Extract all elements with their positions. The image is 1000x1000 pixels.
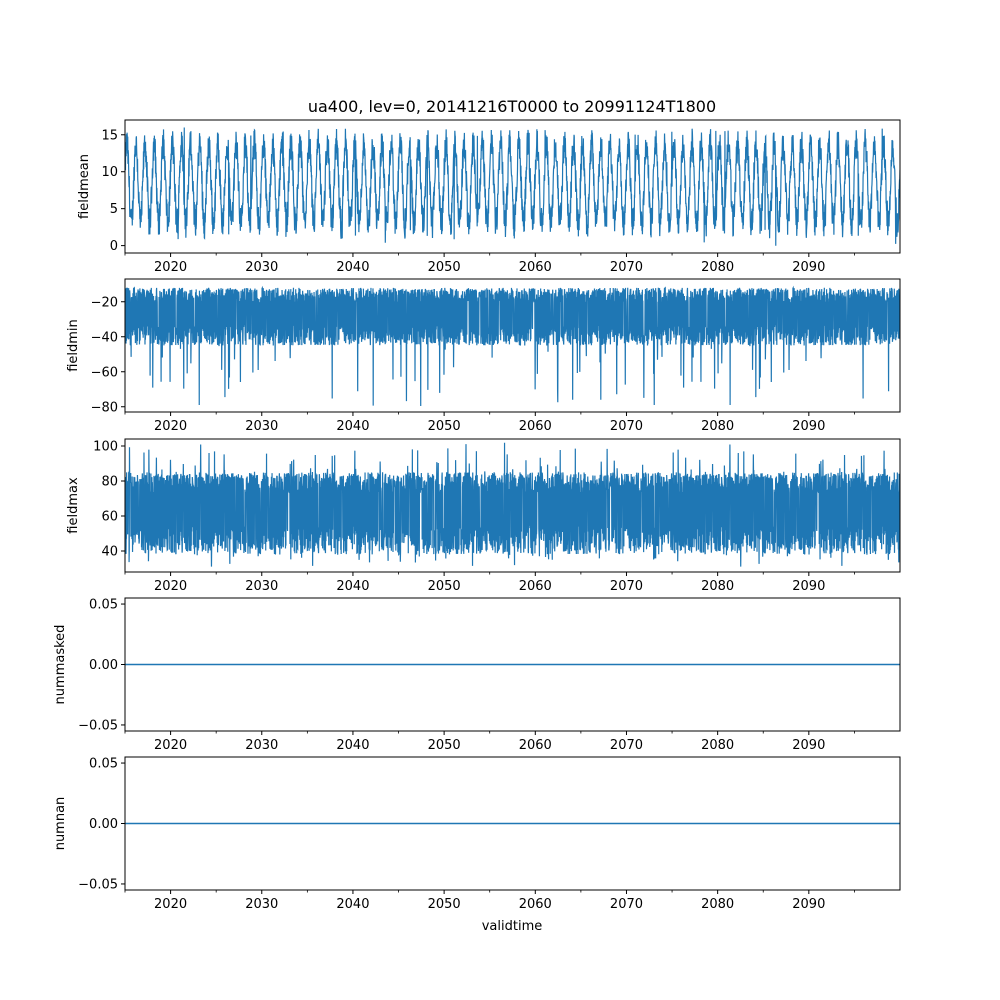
fieldmax-ytick-label: 40 [101, 545, 118, 560]
fieldmax-xtick-label: 2080 [701, 579, 734, 594]
fieldmax-xtick-label: 2070 [610, 579, 643, 594]
nummasked-xtick-label: 2050 [428, 738, 461, 753]
fieldmean-xtick-label: 2040 [336, 260, 369, 275]
fieldmean-xtick-label: 2090 [792, 260, 825, 275]
panel-fieldmin: −80 −60 −40 −20 2020 2030 2040 2050 2060 2070 2080… [66, 278, 901, 434]
panels: 0 5 10 15 2020 2030 2040 2050 2060 2070 2080 2090 fi… [53, 119, 901, 912]
fieldmin-series-line [125, 285, 900, 407]
fieldmax-series-line [125, 442, 900, 567]
fieldmean-xtick-label: 2020 [154, 260, 187, 275]
fieldmin-ytick-label: −20 [91, 295, 118, 310]
numnan-xtick-label: 2080 [701, 897, 734, 912]
fieldmean-y-axis-label: fieldmean [77, 154, 92, 219]
fieldmax-ytick-label: 100 [93, 440, 118, 455]
fieldmax-xtick-label: 2040 [336, 579, 369, 594]
fieldmin-ytick-label: −80 [91, 400, 118, 415]
nummasked-ytick-label: 0.00 [89, 658, 118, 673]
numnan-xtick-label: 2070 [610, 897, 643, 912]
fieldmin-ytick-label: −40 [91, 330, 118, 345]
nummasked-xtick-label: 2060 [519, 738, 552, 753]
fieldmax-y-axis-label: fieldmax [66, 477, 81, 534]
fieldmean-xtick-label: 2030 [245, 260, 278, 275]
fieldmin-y-axis-label: fieldmin [66, 319, 81, 372]
fieldmax-axes-frame [124, 438, 901, 573]
fieldmin-axes-frame [124, 278, 901, 413]
nummasked-ytick-label: −0.05 [78, 718, 118, 733]
numnan-xtick-label: 2050 [428, 897, 461, 912]
fieldmean-series-line [125, 127, 900, 246]
numnan-ytick-label: 0.05 [89, 757, 118, 772]
nummasked-ytick-label: 0.05 [89, 598, 118, 613]
numnan-xtick-label: 2020 [154, 897, 187, 912]
fieldmin-xtick-label: 2020 [154, 419, 187, 434]
numnan-xtick-label: 2090 [792, 897, 825, 912]
numnan-ytick-label: 0.00 [89, 817, 118, 832]
fieldmean-xtick-label: 2070 [610, 260, 643, 275]
fieldmin-xtick-label: 2080 [701, 419, 734, 434]
numnan-xtick-label: 2040 [336, 897, 369, 912]
nummasked-xtick-label: 2020 [154, 738, 187, 753]
panel-fieldmean: 0 5 10 15 2020 2030 2040 2050 2060 2070 2080 2090 fi… [77, 119, 901, 275]
fieldmin-xtick-label: 2060 [519, 419, 552, 434]
fieldmin-xtick-label: 2090 [792, 419, 825, 434]
fieldmean-axes-frame [124, 119, 901, 254]
fieldmax-xtick-label: 2020 [154, 579, 187, 594]
panel-fieldmax: 40 60 80 100 2020 2030 2040 2050 2060 2070 2080 209… [66, 438, 901, 594]
fieldmax-xtick-label: 2060 [519, 579, 552, 594]
nummasked-xtick-label: 2090 [792, 738, 825, 753]
nummasked-xtick-label: 2080 [701, 738, 734, 753]
x-axis-label: validtime [482, 919, 543, 934]
numnan-xtick-label: 2060 [519, 897, 552, 912]
fieldmax-xtick-label: 2030 [245, 579, 278, 594]
fieldmean-xtick-label: 2050 [428, 260, 461, 275]
panel-numnan: −0.05 0.00 0.05 2020 2030 2040 2050 2060 2070 208… [53, 756, 901, 912]
nummasked-y-axis-label: nummasked [53, 625, 68, 705]
fieldmax-xtick-label: 2090 [792, 579, 825, 594]
fieldmax-ytick-label: 80 [101, 475, 118, 490]
fieldmean-xtick-label: 2080 [701, 260, 734, 275]
numnan-y-axis-label: numnan [53, 797, 68, 851]
numnan-xtick-label: 2030 [245, 897, 278, 912]
chart-title: ua400, lev=0, 20141216T0000 to 20991124T… [308, 97, 716, 116]
nummasked-xtick-label: 2040 [336, 738, 369, 753]
fieldmean-ytick-label: 15 [101, 128, 118, 143]
fieldmean-ytick-label: 5 [110, 202, 118, 217]
nummasked-xtick-label: 2070 [610, 738, 643, 753]
fieldmin-xtick-label: 2030 [245, 419, 278, 434]
fieldmean-ytick-label: 0 [110, 239, 118, 254]
fieldmin-xtick-label: 2040 [336, 419, 369, 434]
numnan-ytick-label: −0.05 [78, 877, 118, 892]
fieldmax-ytick-label: 60 [101, 510, 118, 525]
nummasked-xtick-label: 2030 [245, 738, 278, 753]
panel-nummasked: −0.05 0.00 0.05 2020 2030 2040 2050 2060 2070 208… [53, 597, 901, 753]
fieldmax-xtick-label: 2050 [428, 579, 461, 594]
fieldmin-xtick-label: 2070 [610, 419, 643, 434]
fieldmean-xtick-label: 2060 [519, 260, 552, 275]
fieldmin-ytick-label: −60 [91, 365, 118, 380]
fieldmean-ytick-label: 10 [101, 165, 118, 180]
fieldmin-xtick-label: 2050 [428, 419, 461, 434]
